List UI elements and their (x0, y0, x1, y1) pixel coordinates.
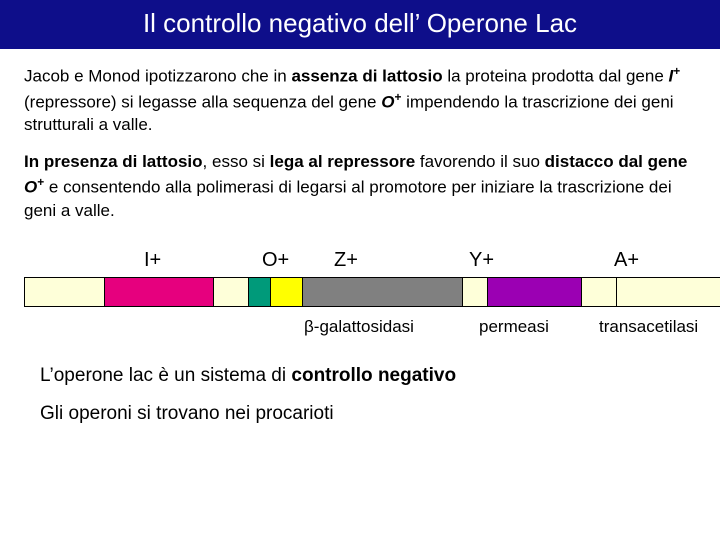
gene-symbol: O (381, 92, 394, 111)
text-bold: controllo negativo (291, 365, 456, 386)
paragraph-1: Jacob e Monod ipotizzarono che in assenz… (24, 63, 696, 137)
gene-segment (582, 278, 617, 306)
label-A: A+ (614, 249, 639, 272)
gene-symbol: O (24, 178, 37, 197)
diagram-bottom-labels: β-galattosidasi permeasi transacetilasi (24, 317, 696, 345)
text: L’operone lac è un sistema di (40, 365, 291, 386)
text-bold: In presenza di lattosio (24, 152, 203, 171)
gene-segment (271, 278, 303, 306)
gene-segment (25, 278, 105, 306)
text: Jacob e Monod ipotizzarono che in (24, 67, 291, 86)
label-Y: Y+ (469, 249, 494, 272)
text-bold: assenza di lattosio (291, 67, 442, 86)
text: la proteina prodotta dal gene (443, 67, 669, 86)
label-O: O+ (262, 249, 289, 272)
text-bold: lega al repressore (270, 152, 416, 171)
gene-segment (214, 278, 249, 306)
text: e consentendo alla polimerasi di legarsi… (24, 178, 672, 220)
label-beta-galattosidasi: β-galattosidasi (304, 317, 414, 337)
footer-paragraph-2: Gli operoni si trovano nei procarioti (24, 403, 696, 425)
text-bold: distacco dal gene (545, 152, 688, 171)
gene-segment (617, 278, 720, 306)
gene-segment (463, 278, 488, 306)
content-area: Jacob e Monod ipotizzarono che in assenz… (0, 49, 720, 425)
gene-segment (105, 278, 215, 306)
label-I: I+ (144, 249, 161, 272)
text: , esso si (203, 152, 270, 171)
superscript: + (673, 64, 680, 78)
diagram-top-labels: I+ O+ Z+ Y+ A+ (24, 249, 696, 277)
footer-paragraph-1: L’operone lac è un sistema di controllo … (24, 365, 696, 387)
gene-segment (249, 278, 271, 306)
page-title: Il controllo negativo dell’ Operone Lac (0, 0, 720, 49)
label-transacetilasi: transacetilasi (599, 317, 698, 337)
label-permeasi: permeasi (479, 317, 549, 337)
gene-segment (488, 278, 583, 306)
label-Z: Z+ (334, 249, 358, 272)
operon-diagram: I+ O+ Z+ Y+ A+ β-galattosidasi permeasi … (24, 249, 696, 345)
text: (repressore) si legasse alla sequenza de… (24, 92, 381, 111)
gene-bar (24, 277, 720, 307)
gene-segment (303, 278, 463, 306)
text: favorendo il suo (415, 152, 544, 171)
paragraph-2: In presenza di lattosio, esso si lega al… (24, 151, 696, 222)
